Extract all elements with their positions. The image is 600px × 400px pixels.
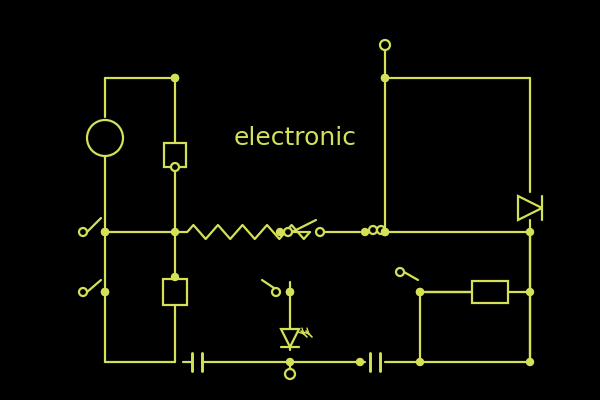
Circle shape	[171, 163, 179, 171]
Circle shape	[101, 228, 109, 236]
Text: electronic: electronic	[233, 126, 356, 150]
Circle shape	[101, 288, 109, 296]
Circle shape	[416, 288, 424, 296]
Bar	[472, 281, 508, 303]
Circle shape	[79, 228, 87, 236]
Circle shape	[380, 40, 390, 50]
Circle shape	[287, 358, 293, 366]
Circle shape	[382, 228, 389, 236]
Circle shape	[101, 228, 109, 236]
Circle shape	[316, 228, 324, 236]
Circle shape	[172, 228, 179, 236]
Circle shape	[287, 288, 293, 296]
Circle shape	[79, 288, 87, 296]
Circle shape	[416, 288, 424, 296]
Circle shape	[277, 228, 284, 236]
Circle shape	[527, 288, 533, 296]
Circle shape	[382, 228, 389, 236]
Bar	[164, 143, 186, 167]
Circle shape	[287, 288, 293, 296]
Circle shape	[377, 226, 385, 234]
Circle shape	[172, 74, 179, 82]
Circle shape	[416, 358, 424, 366]
Circle shape	[272, 288, 280, 296]
Circle shape	[172, 74, 179, 82]
Circle shape	[527, 228, 533, 236]
Circle shape	[284, 228, 292, 236]
Circle shape	[382, 74, 389, 82]
Circle shape	[87, 120, 123, 156]
Circle shape	[361, 228, 368, 236]
Circle shape	[527, 358, 533, 366]
Polygon shape	[281, 329, 299, 347]
Circle shape	[369, 226, 377, 234]
Circle shape	[382, 74, 389, 82]
Circle shape	[172, 274, 179, 280]
Circle shape	[356, 358, 364, 366]
Polygon shape	[518, 196, 542, 220]
Bar	[163, 279, 187, 305]
Circle shape	[285, 369, 295, 379]
Circle shape	[396, 268, 404, 276]
Circle shape	[101, 288, 109, 296]
